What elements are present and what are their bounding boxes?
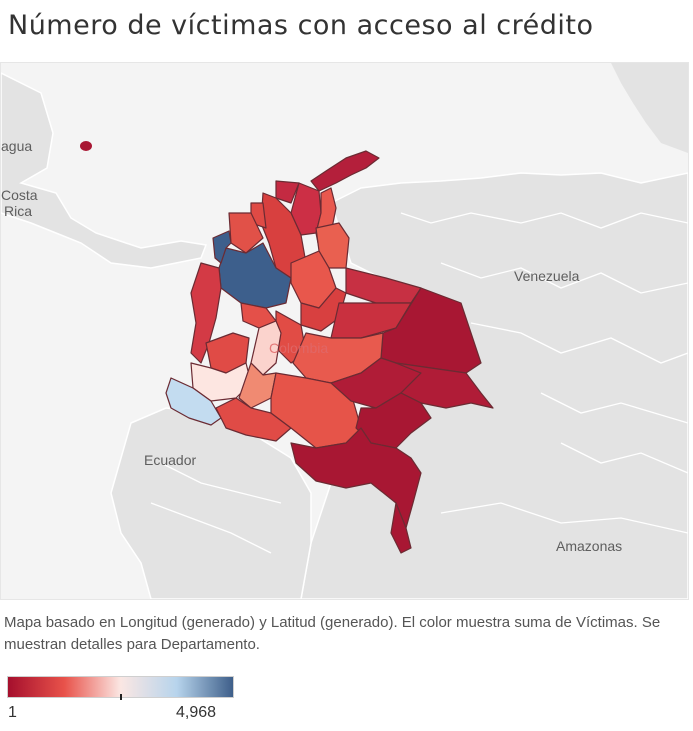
label-ecuador: Ecuador — [144, 452, 196, 468]
region-borders — [150, 212, 688, 554]
dept-amazonas-trapecio[interactable] — [390, 502, 412, 554]
label-costa-rica-line2: Rica — [4, 203, 32, 219]
label-costa-rica-line1: Costa — [1, 187, 38, 203]
label-venezuela: Venezuela — [514, 268, 580, 284]
map-title: Número de víctimas con acceso al crédito — [8, 10, 594, 41]
dept-choco[interactable] — [190, 262, 222, 364]
caribbean-land — [611, 63, 688, 153]
map-caption: Mapa basado en Longitud (generado) y Lat… — [4, 614, 661, 653]
central-america-land — [1, 72, 208, 269]
legend-midpoint-marker — [120, 694, 122, 700]
dept-la-guajira[interactable] — [310, 150, 380, 192]
dept-san-andres[interactable] — [80, 141, 92, 151]
label-amazonas: Amazonas — [556, 538, 622, 554]
map-canvas[interactable]: agua Costa Rica Venezuela Colombia Ecuad… — [0, 62, 689, 600]
colombia-departments[interactable] — [80, 141, 494, 554]
dept-uraba-strip[interactable] — [212, 230, 232, 264]
dept-guainia[interactable] — [395, 362, 494, 409]
dept-atlantico[interactable] — [275, 180, 300, 204]
label-colombia: Colombia — [269, 340, 328, 356]
legend-max-label: 4,968 — [176, 704, 217, 721]
label-nicaragua: agua — [1, 138, 32, 154]
map-svg[interactable]: agua Costa Rica Venezuela Colombia Ecuad… — [1, 63, 688, 599]
legend-min-label: 1 — [8, 704, 17, 721]
dept-narino[interactable] — [165, 377, 222, 426]
dept-amazonas[interactable] — [290, 427, 422, 529]
